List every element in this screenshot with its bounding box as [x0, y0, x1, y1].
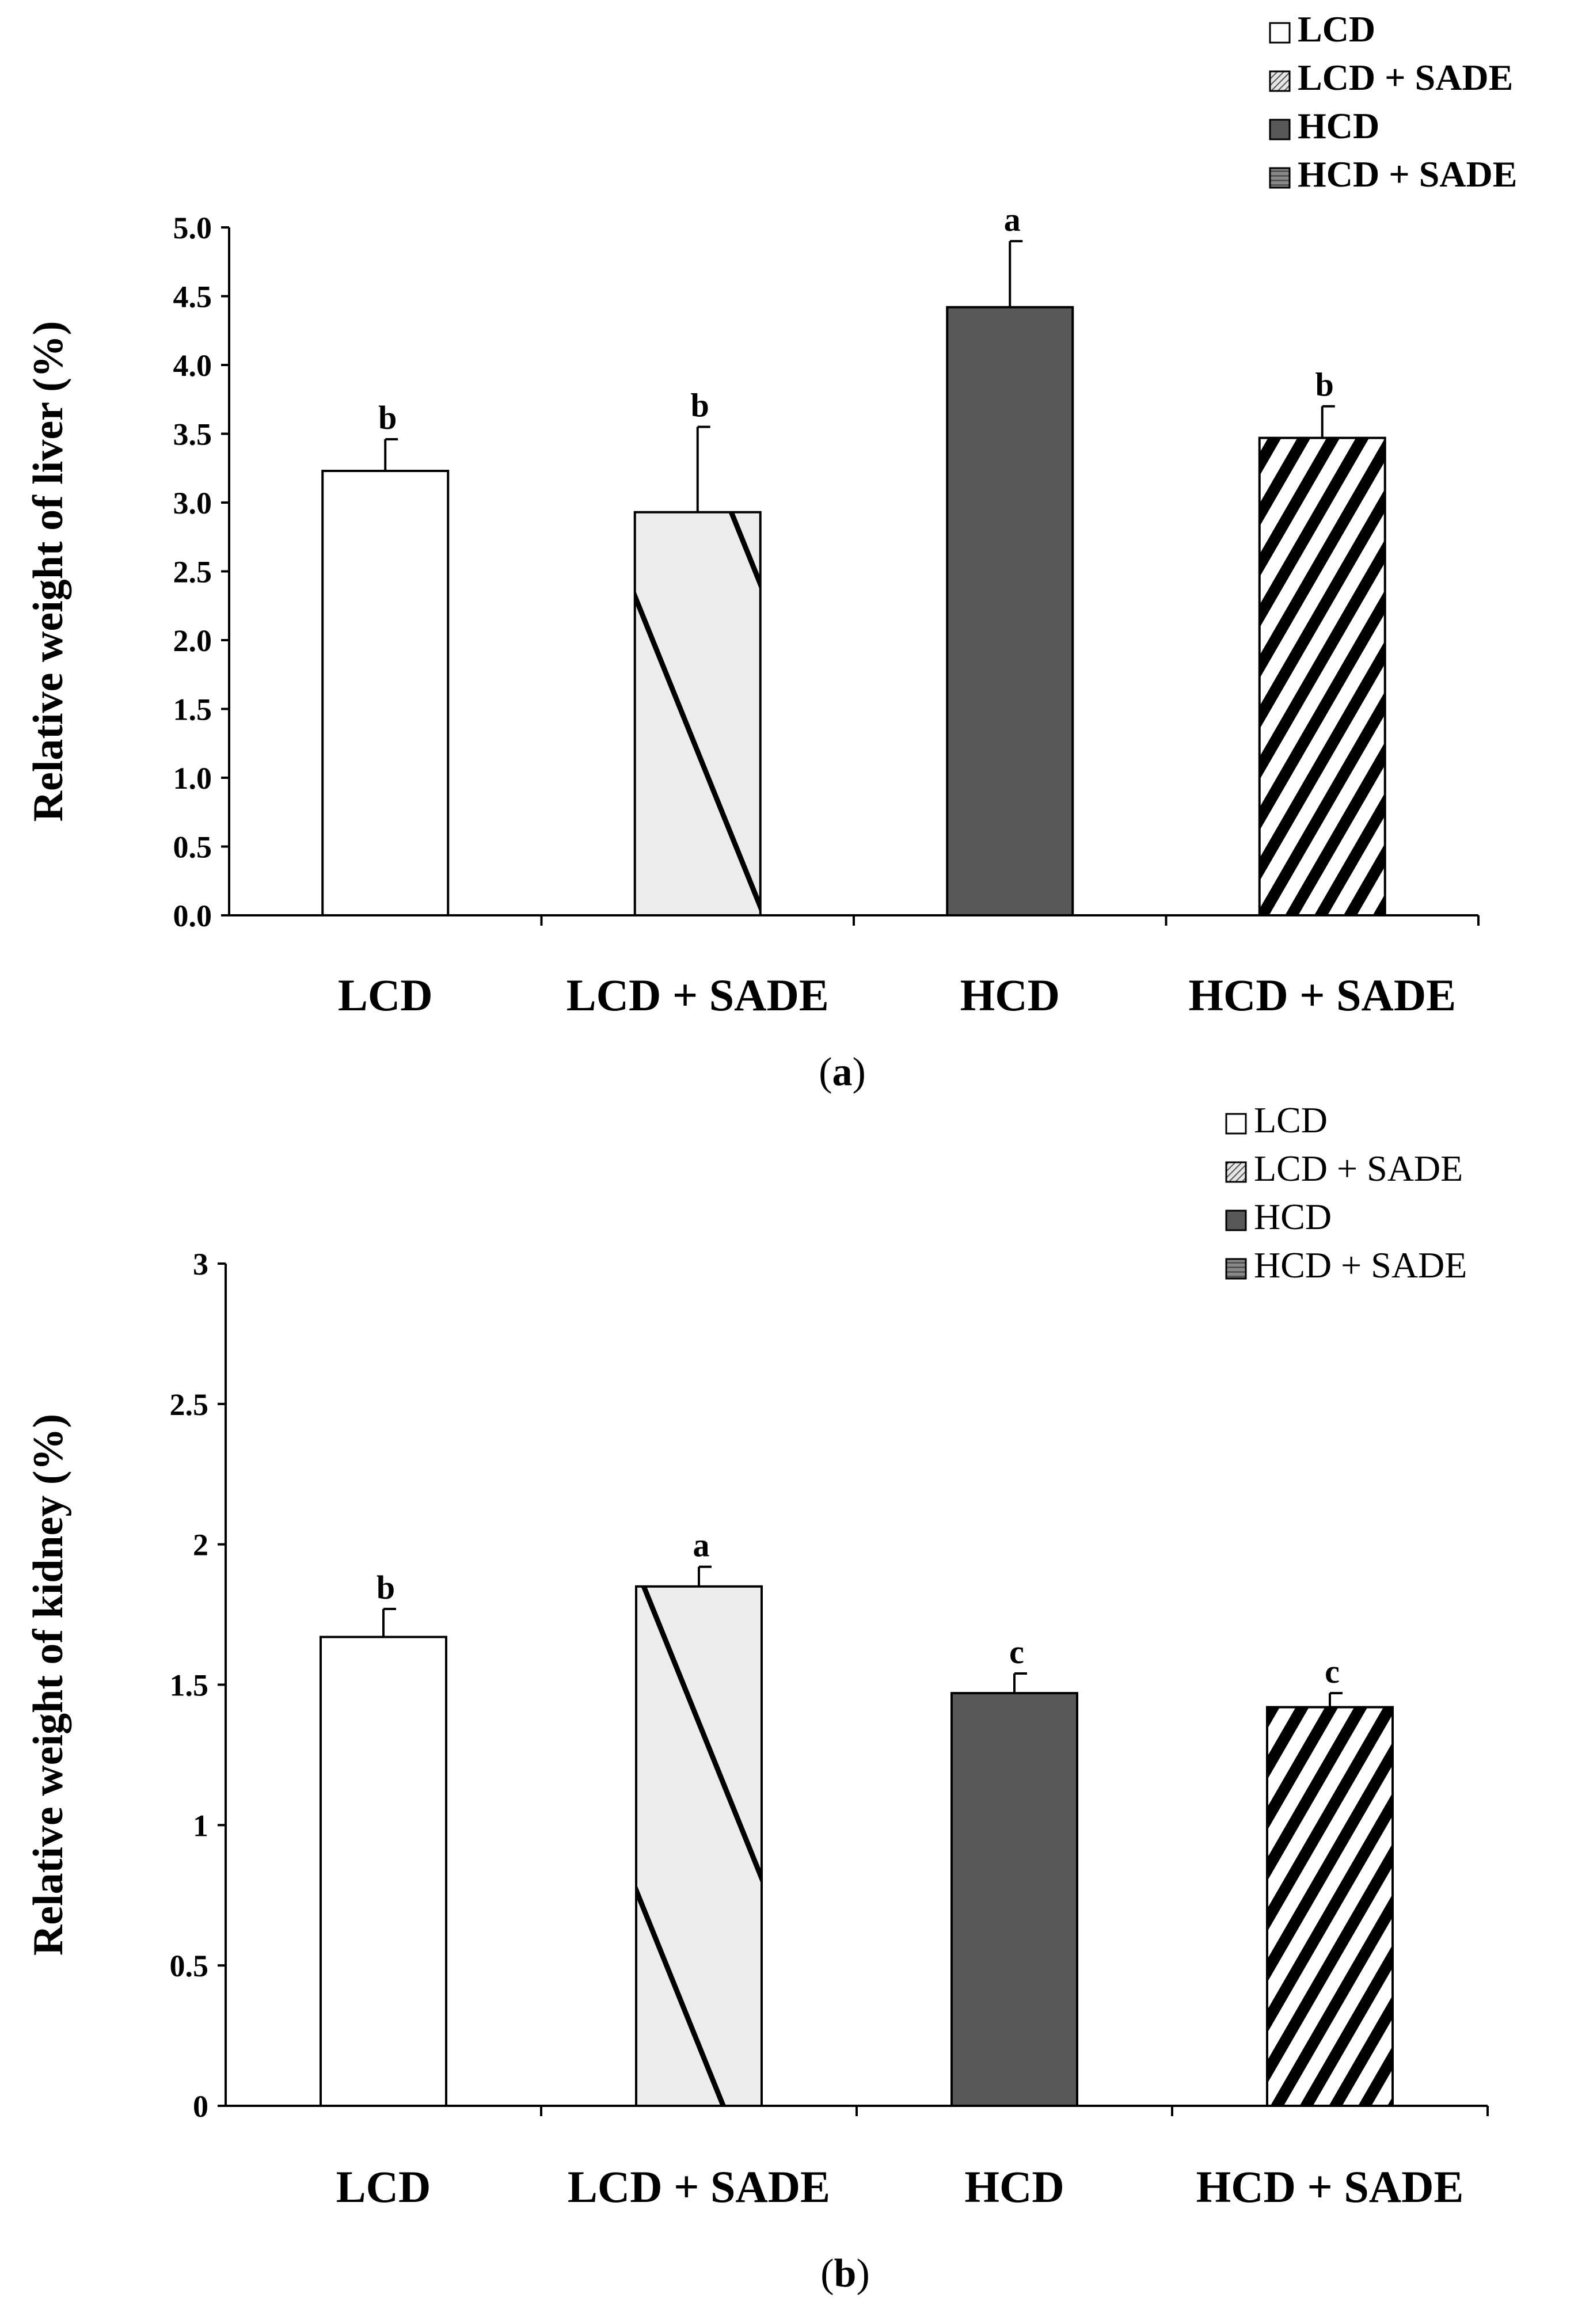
- y-tick-label: 0.5: [173, 830, 212, 865]
- bar-lcd: [320, 1635, 447, 2107]
- bar-lcd-sade: [635, 1585, 763, 2107]
- panel-caption: (a): [819, 1050, 866, 1094]
- y-tick-label: 1.5: [170, 1668, 209, 1703]
- legend-swatch: [1269, 119, 1291, 140]
- x-category-label: HCD + SADE: [1196, 2162, 1464, 2212]
- legend-label: LCD: [1298, 9, 1375, 50]
- legend-swatch: [1225, 1258, 1247, 1280]
- bar-hcd-sade: [1266, 1706, 1394, 2108]
- legend-label: HCD: [1254, 1196, 1332, 1237]
- panel-caption: (b): [820, 2251, 870, 2296]
- significance-label: b: [691, 387, 709, 424]
- bar-hcd-sade: [1258, 436, 1386, 916]
- y-tick-label: 1.5: [173, 693, 212, 727]
- y-axis-title: Relative weight of liver (%): [25, 321, 72, 822]
- legend-swatch: [1225, 1161, 1247, 1183]
- legend-label: HCD: [1298, 105, 1379, 146]
- y-tick-label: 2.5: [170, 1387, 209, 1422]
- y-tick-label: 5.0: [173, 211, 212, 245]
- x-category-label: LCD + SADE: [568, 2162, 830, 2212]
- bar-hcd: [946, 306, 1074, 916]
- significance-label: b: [1315, 366, 1334, 404]
- legend-swatch: [1269, 70, 1291, 92]
- legend-label: HCD + SADE: [1298, 154, 1517, 195]
- chart-panel-a: 0.0 0.5 1.0 1.5 2.0 2.5 3.0 3.5 4.0 4.5 5.0 b LCD b LC…: [25, 9, 1517, 1094]
- y-tick-label: 4.0: [173, 348, 212, 383]
- bar-lcd-sade: [633, 511, 762, 916]
- significance-label: a: [693, 1527, 710, 1564]
- bar-hcd: [950, 1692, 1078, 2107]
- x-category-label: LCD + SADE: [566, 970, 829, 1020]
- y-tick-label: 3: [193, 1247, 208, 1281]
- significance-label: b: [377, 1569, 395, 1606]
- y-tick-label: 0.5: [170, 1949, 209, 1983]
- x-category-label: HCD: [964, 2162, 1064, 2212]
- legend-swatch: [1225, 1209, 1247, 1231]
- significance-label: c: [1009, 1633, 1024, 1671]
- significance-label: c: [1325, 1653, 1340, 1690]
- bar-lcd: [321, 470, 450, 916]
- y-tick-label: 2.5: [173, 555, 212, 589]
- legend: LCD LCD + SADE HCD HCD + SADE: [1225, 1100, 1467, 1285]
- significance-label: b: [378, 399, 397, 436]
- significance-label: a: [1004, 201, 1021, 238]
- x-category-label: HCD + SADE: [1188, 970, 1456, 1020]
- y-tick-label: 3.0: [173, 486, 212, 520]
- y-axis-title: Relative weight of kidney (%): [25, 1414, 72, 1956]
- legend: LCD LCD + SADE HCD HCD + SADE: [1269, 9, 1517, 195]
- y-tick-label: 2.0: [173, 623, 212, 658]
- legend-label: HCD + SADE: [1254, 1245, 1467, 1285]
- x-category-label: HCD: [960, 970, 1060, 1020]
- y-tick-label: 0: [193, 2089, 208, 2124]
- legend-label: LCD: [1254, 1100, 1328, 1140]
- x-category-label: LCD: [338, 970, 433, 1020]
- y-tick-label: 4.5: [173, 280, 212, 314]
- chart-panel-b: 0 0.5 1 1.5 2 2.5 3 b LCD a LCD + SADE c HCD c HCD + S…: [25, 1100, 1489, 2296]
- legend-label: LCD + SADE: [1254, 1148, 1463, 1189]
- y-tick-label: 0.0: [173, 899, 212, 933]
- legend-swatch: [1269, 22, 1291, 44]
- y-tick-label: 2: [193, 1528, 208, 1562]
- y-tick-label: 3.5: [173, 417, 212, 452]
- x-category-label: LCD: [336, 2162, 431, 2212]
- legend-label: LCD + SADE: [1298, 57, 1513, 98]
- legend-swatch: [1269, 167, 1291, 189]
- legend-swatch: [1225, 1113, 1247, 1135]
- y-tick-label: 1: [193, 1808, 208, 1843]
- y-tick-label: 1.0: [173, 761, 212, 796]
